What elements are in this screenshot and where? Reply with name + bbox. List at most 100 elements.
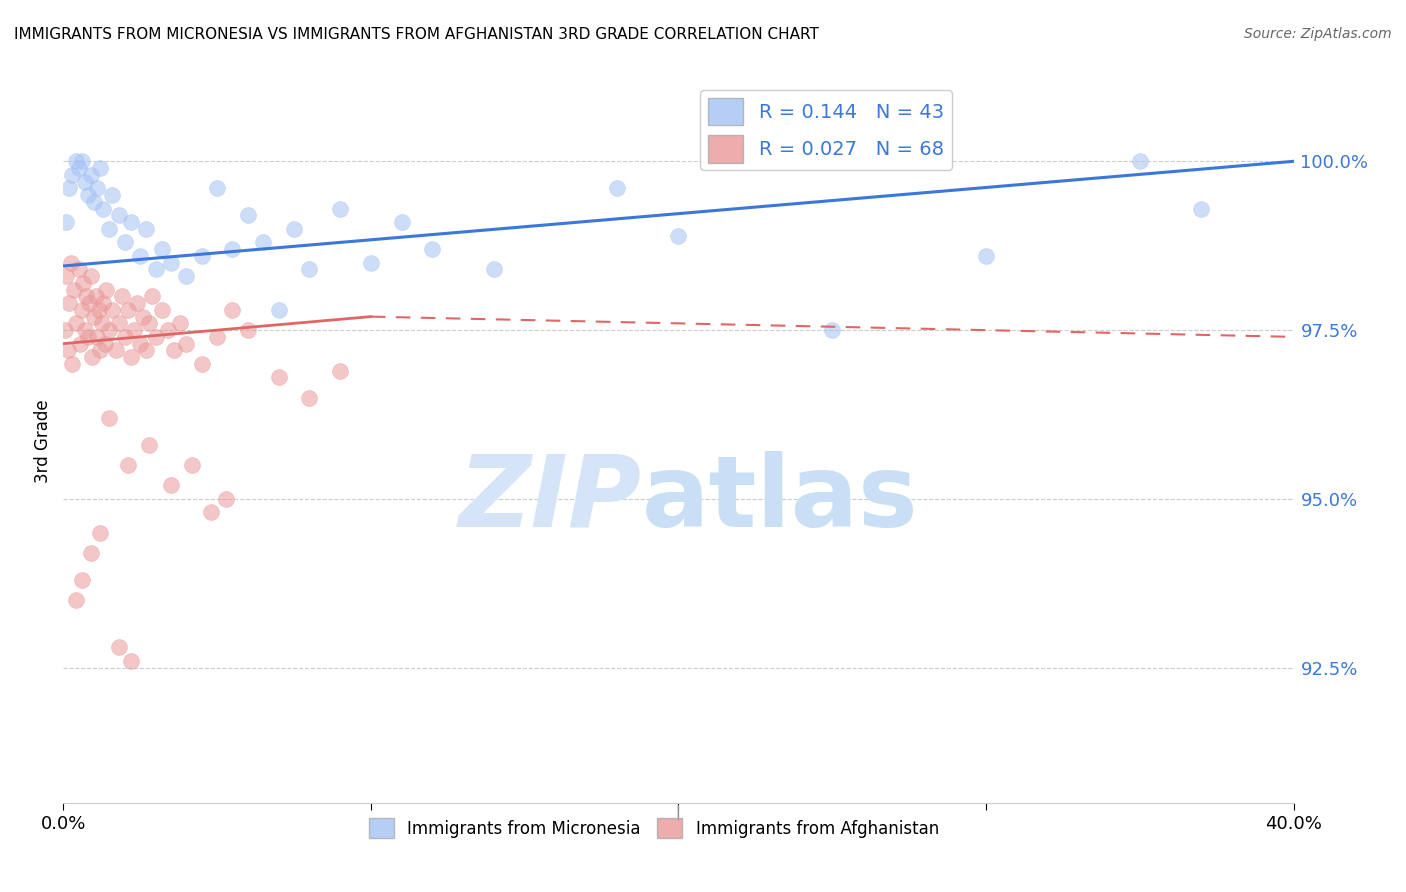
Point	[117, 458, 139, 472]
Point	[156, 323, 179, 337]
Point	[1129, 154, 1152, 169]
Point	[150, 302, 173, 317]
Point	[160, 255, 183, 269]
Point	[666, 228, 689, 243]
Point	[391, 215, 413, 229]
Point	[89, 525, 111, 540]
Point	[120, 350, 142, 364]
Point	[62, 168, 84, 182]
Point	[252, 235, 274, 250]
Point	[84, 289, 107, 303]
Point	[145, 262, 167, 277]
Point	[135, 343, 157, 358]
Point	[56, 343, 79, 358]
Point	[82, 350, 104, 364]
Point	[67, 262, 90, 277]
Point	[174, 269, 197, 284]
Point	[169, 317, 191, 331]
Point	[114, 235, 136, 250]
Point	[821, 323, 844, 337]
Point	[129, 336, 152, 351]
Point	[101, 188, 124, 202]
Point	[104, 343, 127, 358]
Point	[205, 181, 228, 195]
Point	[72, 276, 94, 290]
Point	[160, 478, 183, 492]
Point	[111, 289, 134, 303]
Point	[298, 262, 321, 277]
Point	[1189, 202, 1212, 216]
Text: atlas: atlas	[641, 450, 918, 548]
Point	[422, 242, 444, 256]
Point	[236, 323, 259, 337]
Point	[58, 181, 80, 195]
Point	[120, 215, 142, 229]
Point	[329, 202, 352, 216]
Point	[98, 323, 121, 337]
Point	[75, 289, 97, 303]
Point	[117, 302, 139, 317]
Point	[101, 302, 124, 317]
Point	[73, 323, 96, 337]
Point	[59, 255, 82, 269]
Point	[63, 283, 86, 297]
Point	[86, 330, 108, 344]
Point	[221, 242, 243, 256]
Point	[98, 411, 121, 425]
Point	[96, 283, 118, 297]
Point	[69, 336, 91, 351]
Point	[98, 222, 121, 236]
Point	[267, 302, 290, 317]
Point	[974, 249, 997, 263]
Point	[89, 161, 111, 175]
Text: IMMIGRANTS FROM MICRONESIA VS IMMIGRANTS FROM AFGHANISTAN 3RD GRADE CORRELATION : IMMIGRANTS FROM MICRONESIA VS IMMIGRANTS…	[14, 27, 818, 42]
Point	[107, 640, 129, 655]
Point	[283, 222, 305, 236]
Point	[67, 161, 90, 175]
Point	[114, 330, 136, 344]
Point	[91, 296, 114, 310]
Point	[482, 262, 505, 277]
Point	[606, 181, 628, 195]
Point	[298, 391, 321, 405]
Point	[53, 323, 76, 337]
Point	[79, 296, 101, 310]
Point	[58, 296, 80, 310]
Point	[329, 364, 352, 378]
Point	[70, 573, 93, 587]
Point	[80, 168, 103, 182]
Point	[65, 593, 87, 607]
Text: ZIP: ZIP	[458, 450, 641, 548]
Point	[70, 154, 93, 169]
Point	[83, 310, 105, 324]
Point	[94, 336, 117, 351]
Point	[150, 242, 173, 256]
Point	[174, 336, 197, 351]
Point	[267, 370, 290, 384]
Point	[70, 302, 93, 317]
Point	[62, 357, 84, 371]
Legend: Immigrants from Micronesia, Immigrants from Afghanistan: Immigrants from Micronesia, Immigrants f…	[363, 812, 945, 845]
Point	[190, 249, 212, 263]
Point	[360, 255, 382, 269]
Point	[87, 302, 110, 317]
Point	[120, 654, 142, 668]
Point	[80, 269, 103, 284]
Point	[76, 330, 98, 344]
Point	[122, 323, 145, 337]
Point	[127, 296, 148, 310]
Y-axis label: 3rd Grade: 3rd Grade	[34, 400, 52, 483]
Point	[86, 181, 108, 195]
Point	[138, 438, 160, 452]
Point	[90, 317, 112, 331]
Point	[65, 154, 87, 169]
Point	[141, 289, 163, 303]
Point	[129, 249, 152, 263]
Text: Source: ZipAtlas.com: Source: ZipAtlas.com	[1244, 27, 1392, 41]
Point	[80, 546, 103, 560]
Point	[145, 330, 167, 344]
Point	[138, 317, 160, 331]
Point	[55, 269, 77, 284]
Point	[200, 505, 222, 519]
Point	[91, 202, 114, 216]
